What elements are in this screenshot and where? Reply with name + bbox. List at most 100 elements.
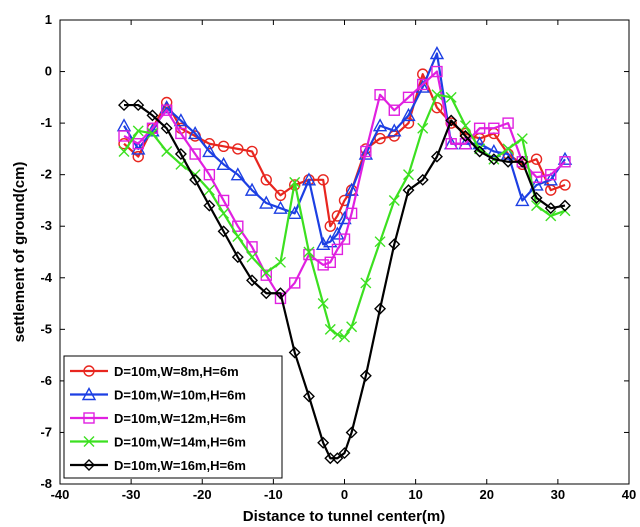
y-tick-label: -4 bbox=[40, 270, 52, 285]
data-point bbox=[187, 125, 203, 140]
data-point bbox=[358, 146, 374, 160]
data-point bbox=[516, 133, 528, 145]
data-point bbox=[203, 199, 216, 212]
data-point bbox=[324, 323, 336, 335]
y-tick-label: -6 bbox=[40, 373, 52, 388]
data-point bbox=[83, 459, 95, 471]
data-point bbox=[189, 173, 202, 186]
data-point bbox=[317, 174, 329, 186]
data-point bbox=[459, 130, 472, 142]
data-point bbox=[118, 130, 130, 142]
data-point bbox=[324, 220, 336, 232]
legend-label: D=10m,W=10m,H=6m bbox=[114, 388, 246, 403]
data-point bbox=[216, 156, 231, 171]
data-point bbox=[230, 167, 245, 181]
data-point bbox=[359, 369, 372, 382]
data-point bbox=[260, 174, 272, 186]
y-tick-label: -2 bbox=[40, 167, 52, 182]
data-point bbox=[323, 234, 338, 248]
data-point bbox=[345, 426, 358, 439]
data-point bbox=[175, 127, 187, 140]
x-tick-label: 20 bbox=[480, 487, 494, 502]
data-point bbox=[317, 259, 329, 271]
y-tick-label: -1 bbox=[40, 115, 52, 130]
series-line bbox=[123, 93, 566, 339]
data-point bbox=[324, 256, 336, 269]
data-point bbox=[388, 194, 400, 206]
data-point bbox=[244, 182, 260, 196]
data-point bbox=[374, 236, 386, 248]
data-point bbox=[502, 117, 514, 129]
data-point bbox=[303, 246, 315, 258]
data-point bbox=[132, 125, 144, 137]
data-point bbox=[118, 99, 131, 112]
data-point bbox=[218, 207, 230, 219]
data-point bbox=[429, 46, 445, 60]
y-tick-label: -3 bbox=[40, 218, 52, 233]
data-point bbox=[174, 148, 187, 161]
data-point bbox=[473, 122, 486, 134]
data-point bbox=[287, 205, 302, 220]
data-point bbox=[416, 173, 429, 186]
y-axis-label: settlement of ground(cm) bbox=[11, 162, 28, 343]
data-point bbox=[146, 109, 159, 122]
data-point bbox=[189, 148, 201, 160]
data-point bbox=[132, 138, 144, 150]
legend-label: D=10m,W=8m,H=6m bbox=[114, 364, 239, 379]
data-point bbox=[402, 117, 415, 129]
data-point bbox=[331, 328, 343, 340]
data-point bbox=[246, 241, 258, 253]
data-point bbox=[83, 365, 95, 377]
legend: D=10m,W=8m,H=6m D=10m,W=10m,H=6m D=10m,W=1… bbox=[63, 355, 283, 479]
data-point bbox=[259, 195, 274, 209]
data-point bbox=[388, 238, 401, 251]
data-point bbox=[331, 243, 344, 256]
series-line bbox=[124, 103, 566, 460]
data-point bbox=[273, 200, 288, 214]
data-point bbox=[545, 168, 557, 181]
y-tick-label: 1 bbox=[45, 12, 52, 27]
data-point bbox=[459, 138, 472, 150]
data-point bbox=[331, 452, 344, 465]
series-line bbox=[123, 73, 566, 228]
data-point bbox=[445, 91, 457, 103]
data-point bbox=[203, 168, 216, 181]
data-point bbox=[374, 302, 387, 315]
data-point bbox=[557, 151, 573, 165]
data-point bbox=[530, 191, 543, 204]
data-point bbox=[486, 144, 502, 158]
data-point bbox=[317, 298, 329, 310]
data-point bbox=[203, 184, 215, 196]
data-point bbox=[289, 179, 301, 191]
data-point bbox=[338, 233, 351, 245]
data-point bbox=[403, 169, 415, 181]
data-point bbox=[502, 155, 515, 168]
legend-label: D=10m,W=16m,H=6m bbox=[114, 458, 246, 473]
y-tick-label: -8 bbox=[40, 476, 52, 491]
data-point bbox=[374, 89, 386, 101]
data-point bbox=[487, 153, 500, 166]
data-point bbox=[372, 118, 388, 132]
data-point bbox=[346, 321, 358, 333]
y-tick-label: -5 bbox=[40, 321, 52, 336]
data-point bbox=[360, 145, 372, 158]
x-axis-label: Distance to tunnel center(m) bbox=[243, 508, 446, 525]
data-point bbox=[81, 387, 97, 401]
data-point bbox=[231, 251, 244, 264]
data-point bbox=[431, 89, 443, 101]
data-point bbox=[217, 225, 230, 238]
data-point bbox=[402, 91, 415, 104]
data-point bbox=[417, 122, 429, 134]
data-point bbox=[387, 123, 402, 137]
data-point bbox=[445, 138, 457, 150]
data-point bbox=[558, 199, 571, 212]
x-tick-label: 0 bbox=[341, 487, 348, 502]
data-point bbox=[516, 155, 529, 168]
data-point bbox=[160, 104, 173, 116]
data-point bbox=[246, 145, 258, 158]
data-point bbox=[232, 231, 244, 243]
data-point bbox=[559, 156, 571, 168]
data-point bbox=[345, 207, 358, 220]
